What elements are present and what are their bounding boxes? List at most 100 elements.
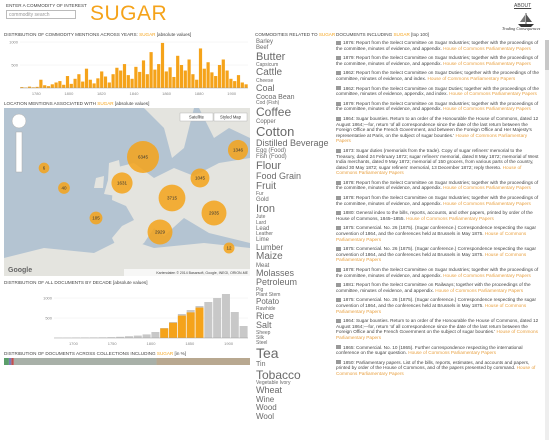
cluster[interactable] — [223, 242, 235, 254]
related-commodity[interactable]: Cod (Fish) — [256, 99, 280, 106]
related-commodity[interactable]: Cheese — [256, 77, 274, 84]
related-commodity[interactable]: Maize — [256, 251, 283, 263]
document-source[interactable]: House of Commons Parliamentary Papers — [427, 75, 516, 81]
related-commodity[interactable]: Vegetable Ivory — [256, 380, 291, 387]
related-commodity[interactable]: Fur — [256, 191, 264, 198]
document-source[interactable]: House of Commons Parliamentary Papers — [336, 329, 538, 340]
search-input[interactable]: commodity search — [6, 10, 76, 19]
cluster[interactable] — [111, 172, 133, 194]
document-text[interactable]: 1881: Report from the Select Committee o… — [336, 282, 531, 293]
related-commodity[interactable]: Lime — [256, 237, 270, 244]
zoom-control[interactable] — [15, 131, 23, 173]
document-source[interactable]: House of Commons Parliamentary Papers — [336, 164, 522, 176]
pan-control[interactable] — [11, 113, 27, 129]
document-text[interactable]: 1878: Report from the Select Committee o… — [336, 179, 539, 191]
document-text[interactable]: 1873: Sugar duties (memorials from the t… — [336, 147, 539, 170]
related-commodity[interactable]: Molasses — [256, 267, 295, 278]
related-commodity[interactable]: Lead — [256, 225, 270, 232]
document-source[interactable]: House of Commons Parliamentary Papers — [443, 60, 531, 66]
related-commodity[interactable]: Plant Stem — [256, 291, 281, 298]
related-commodity[interactable]: Egg (Food) — [256, 148, 287, 155]
document-text[interactable]: 1875: Commercial. No. 26 (1875). (Sugar … — [336, 246, 537, 257]
document-source[interactable]: House of Commons Parliamentary Papers — [443, 272, 531, 278]
related-commodity[interactable]: Lard — [256, 219, 267, 226]
related-commodity[interactable]: Cattle — [256, 67, 283, 79]
related-commodity[interactable]: Jute — [256, 214, 266, 221]
document-source[interactable]: House of Commons Parliamentary Papers — [443, 200, 531, 206]
document-source[interactable]: House of Commons Parliamentary Papers — [406, 215, 494, 221]
related-commodity[interactable]: Food Grain — [256, 171, 302, 182]
related-commodity[interactable]: Sheep — [256, 329, 271, 336]
related-commodity[interactable]: Salt — [256, 320, 272, 331]
related-commodity[interactable]: Rice — [256, 310, 275, 321]
related-commodity[interactable]: Beef — [256, 45, 269, 52]
document-text[interactable]: 1880: General index to the bills, report… — [336, 210, 533, 221]
cluster[interactable] — [227, 139, 249, 161]
document-text[interactable]: 1875: Commercial. No. 26 (1875). (Sugar … — [336, 225, 537, 237]
related-commodity[interactable]: Butter — [256, 50, 286, 63]
related-commodity[interactable]: Silk — [256, 334, 265, 341]
document-text[interactable]: 1850: Parliamentary papers. List of the … — [336, 359, 530, 371]
related-commodity[interactable]: Fruit — [256, 180, 276, 192]
document-source[interactable]: House of Commons Parliamentary Papers — [408, 350, 496, 356]
document-text[interactable]: 1864: Sugar bounties. Return to an order… — [336, 318, 539, 335]
related-commodity[interactable]: Tea — [256, 345, 279, 362]
related-commodity[interactable]: Copper — [256, 118, 276, 125]
related-commodity[interactable]: Meat — [256, 262, 270, 269]
cluster[interactable] — [38, 162, 50, 174]
related-commodity[interactable]: Wheat — [256, 385, 283, 396]
cluster[interactable] — [158, 184, 186, 212]
about-link[interactable]: ABOUT — [514, 3, 532, 9]
document-text[interactable]: 1878: Report from the Select Committee o… — [336, 195, 539, 206]
related-commodity[interactable]: Coal — [256, 83, 275, 94]
related-commodity[interactable]: Rawhide — [256, 305, 276, 312]
document-text[interactable]: 1862: Report from the Select Committee o… — [336, 85, 539, 97]
related-commodity[interactable]: Leather — [256, 231, 273, 238]
document-source[interactable]: House of Commons Parliamentary Papers — [336, 365, 536, 376]
related-commodity[interactable]: Steel — [256, 340, 268, 347]
scroll-thumb[interactable] — [545, 40, 549, 70]
cluster[interactable] — [127, 141, 159, 173]
document-source[interactable]: House of Commons Parliamentary Papers — [443, 185, 531, 191]
document-source[interactable]: House of Commons Parliamentary Papers — [336, 251, 527, 263]
related-commodity[interactable]: Lumber — [256, 242, 284, 252]
document-text[interactable]: 1864: Sugar bounties. Return to an order… — [336, 115, 539, 138]
cluster[interactable] — [58, 182, 70, 194]
document-source[interactable]: House of Commons Parliamentary Papers — [435, 287, 524, 293]
related-commodity[interactable]: Flour — [256, 159, 282, 172]
document-source[interactable]: House of Commons Parliamentary Papers — [336, 231, 527, 242]
document-text[interactable]: 1879: Report from the Select Committee o… — [336, 100, 539, 112]
related-commodity[interactable]: Fish (Food) — [256, 154, 287, 161]
document-text[interactable]: 1862: Report from the Select Committee o… — [336, 70, 539, 81]
document-source[interactable]: House of Commons Parliamentary Papers — [443, 106, 531, 112]
related-commodity[interactable]: Cotton — [256, 124, 295, 140]
related-commodity[interactable]: Barley — [256, 39, 274, 45]
related-commodity[interactable]: Pig — [256, 286, 264, 293]
cluster[interactable] — [147, 219, 173, 245]
related-commodity[interactable]: Petroleum — [256, 277, 298, 288]
document-source[interactable]: House of Commons Parliamentary Papers — [449, 91, 537, 97]
cluster[interactable] — [89, 211, 103, 225]
cluster[interactable] — [190, 168, 210, 188]
cluster[interactable] — [201, 200, 227, 226]
document-text[interactable]: 1878: Report from the Select Committee o… — [336, 267, 539, 278]
related-commodity[interactable]: Potato — [256, 297, 280, 307]
related-commodity[interactable]: Capsicum — [256, 62, 279, 69]
document-source[interactable]: House of Commons Parliamentary Papers — [336, 132, 528, 144]
related-commodity[interactable]: Wine — [256, 394, 275, 404]
related-commodity[interactable]: Distilled Beverage — [256, 137, 329, 148]
document-source[interactable]: House of Commons Parliamentary Papers — [336, 302, 527, 314]
related-commodity[interactable]: Cocoa Bean — [256, 93, 295, 101]
map-type-button[interactable] — [213, 112, 248, 122]
document-text[interactable]: 1876: Report from the Select Committee o… — [336, 40, 539, 51]
document-source[interactable]: House of Commons Parliamentary Papers — [443, 45, 531, 51]
related-commodity[interactable]: Wool — [256, 411, 275, 421]
related-commodity[interactable]: Tobacco — [256, 367, 301, 382]
related-commodity[interactable]: Wood — [256, 403, 277, 413]
document-text[interactable]: 1879: Report from the Select Committee o… — [336, 55, 539, 66]
related-commodity[interactable]: Gold — [256, 197, 269, 204]
document-text[interactable]: 1865: Commercial. No. 10 (1865). Further… — [336, 344, 523, 356]
related-commodity[interactable]: Coffee — [256, 105, 292, 120]
map-type-button[interactable] — [179, 112, 214, 122]
document-text[interactable]: 1875: Commercial. No. 26 (1875). (Sugar … — [336, 297, 537, 308]
